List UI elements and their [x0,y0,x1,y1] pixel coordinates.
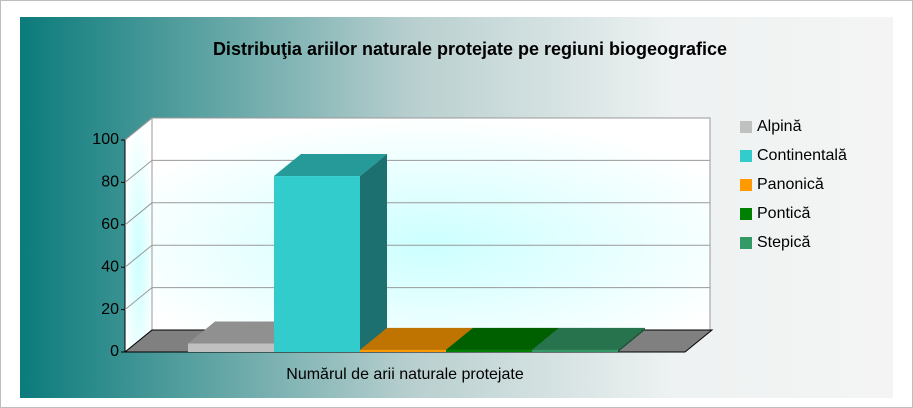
y-tick-label: 40 [101,258,119,275]
bar-side [360,154,387,352]
y-tick-label: 60 [101,216,119,233]
grid-line [124,244,710,268]
grid-line [124,202,710,226]
legend-swatch [740,150,752,162]
bar-top [532,327,645,350]
legend-swatch [740,237,752,249]
grid-line [124,159,710,183]
bar-top [446,327,559,350]
bar-top [360,327,473,350]
legend-swatch [740,179,752,191]
y-tick-label: 0 [110,343,119,360]
grid-line [124,287,710,310]
legend-swatch [740,208,752,220]
grid-line [124,117,710,141]
bar [188,343,274,352]
legend-label: Panonică [757,176,824,193]
x-tick-label: Numărul de arii naturale protejate [286,366,524,383]
legend-label: Pontică [757,205,810,222]
bar-top [274,154,387,177]
legend-label: Alpină [757,118,802,135]
back-wall [151,117,711,331]
y-tick-label: 80 [101,174,119,191]
bar-side [618,327,645,352]
bar [532,349,618,352]
bar [360,349,446,352]
legend-swatch [740,121,752,133]
side-wall [124,116,153,354]
bar-top [188,321,301,344]
legend-label: Continentală [757,147,847,164]
y-tick-label: 100 [92,131,119,148]
chart-title: Distribuţia ariilor naturale protejate p… [213,39,727,59]
y-tick-label: 20 [101,301,119,318]
bar [446,349,532,352]
legend-label: Stepică [757,234,810,251]
bar [274,176,360,352]
